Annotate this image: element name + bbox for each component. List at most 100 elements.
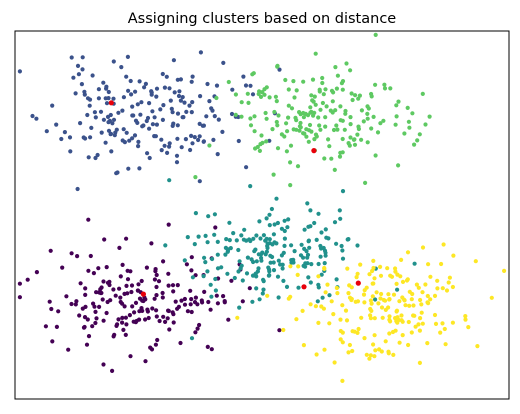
scatter-point-cluster-3 — [54, 324, 60, 329]
scatter-point-cluster-1 — [141, 123, 146, 128]
scatter-point-cluster-3 — [107, 282, 112, 288]
scatter-point-cluster-4 — [280, 266, 285, 271]
scatter-point-cluster-3 — [123, 315, 128, 320]
scatter-point-cluster-1 — [230, 87, 235, 92]
scatter-point-cluster-1 — [207, 99, 212, 104]
scatter-point-cluster-2 — [339, 81, 344, 86]
scatter-point-cluster-1 — [137, 79, 142, 84]
scatter-point-cluster-5 — [451, 253, 456, 258]
scatter-point-cluster-5 — [438, 330, 443, 335]
scatter-point-cluster-3 — [189, 297, 194, 302]
scatter-point-cluster-4 — [318, 254, 323, 259]
scatter-point-cluster-4 — [219, 265, 224, 270]
scatter-point-cluster-5 — [265, 293, 270, 298]
scatter-point-cluster-3 — [117, 286, 122, 291]
scatter-point-cluster-3 — [123, 332, 128, 337]
scatter-point-cluster-3 — [221, 294, 226, 299]
scatter-point-cluster-1 — [162, 143, 167, 148]
scatter-point-cluster-3 — [84, 342, 90, 347]
scatter-point-cluster-3 — [170, 283, 176, 288]
scatter-point-cluster-4 — [299, 242, 304, 247]
scatter-point-cluster-5 — [346, 350, 351, 355]
scatter-point-cluster-5 — [385, 266, 390, 271]
scatter-point-cluster-1 — [50, 103, 55, 108]
scatter-point-cluster-5 — [322, 266, 327, 271]
scatter-point-cluster-2 — [252, 114, 257, 119]
scatter-point-cluster-4 — [259, 258, 264, 263]
scatter-point-cluster-5 — [383, 339, 388, 344]
scatter-point-cluster-1 — [229, 111, 235, 117]
scatter-point-cluster-2 — [316, 115, 321, 120]
scatter-point-cluster-2 — [330, 99, 335, 104]
scatter-point-cluster-4 — [340, 256, 346, 261]
scatter-point-cluster-4 — [319, 272, 324, 277]
scatter-point-cluster-2 — [393, 122, 398, 127]
scatter-point-cluster-5 — [397, 340, 402, 345]
scatter-point-cluster-2 — [291, 79, 296, 84]
scatter-point-cluster-4 — [326, 236, 331, 241]
scatter-point-cluster-4 — [322, 261, 327, 266]
scatter-point-cluster-3 — [17, 281, 22, 286]
scatter-point-cluster-5 — [372, 276, 377, 281]
scatter-point-cluster-5 — [378, 296, 383, 301]
scatter-point-cluster-2 — [301, 115, 306, 120]
scatter-point-cluster-3 — [115, 322, 120, 327]
scatter-point-cluster-4 — [238, 266, 243, 271]
scatter-point-cluster-1 — [154, 94, 159, 99]
scatter-point-cluster-3 — [82, 324, 87, 330]
scatter-point-cluster-4 — [334, 277, 339, 282]
scatter-point-cluster-2 — [352, 142, 358, 147]
scatter-point-cluster-4 — [215, 266, 221, 271]
scatter-point-cluster-2 — [375, 130, 381, 135]
scatter-point-cluster-5 — [397, 299, 402, 304]
scatter-point-cluster-4 — [196, 234, 201, 239]
scatter-point-cluster-3 — [154, 272, 159, 278]
scatter-point-cluster-1 — [87, 103, 92, 108]
scatter-point-cluster-5 — [322, 347, 327, 352]
scatter-point-cluster-2 — [373, 82, 378, 87]
scatter-point-cluster-3 — [83, 304, 88, 309]
scatter-point-cluster-5 — [409, 297, 414, 302]
scatter-point-cluster-3 — [127, 313, 132, 318]
scatter-point-cluster-5 — [440, 286, 445, 291]
scatter-point-cluster-1 — [184, 109, 189, 114]
scatter-point-cluster-5 — [364, 352, 369, 357]
points-layer — [17, 32, 507, 383]
scatter-point-cluster-5 — [383, 298, 388, 303]
scatter-point-cluster-2 — [324, 104, 329, 109]
scatter-point-cluster-5 — [332, 360, 337, 365]
scatter-point-cluster-1 — [80, 67, 85, 72]
scatter-point-cluster-4 — [302, 246, 307, 251]
scatter-point-cluster-4 — [274, 196, 279, 201]
scatter-point-cluster-2 — [369, 126, 374, 131]
scatter-point-cluster-5 — [439, 261, 444, 267]
scatter-point-cluster-2 — [270, 127, 275, 132]
scatter-point-cluster-2 — [322, 156, 327, 161]
scatter-point-cluster-2 — [338, 150, 343, 155]
scatter-point-cluster-1 — [161, 103, 166, 108]
scatter-point-cluster-1 — [188, 147, 193, 153]
scatter-point-cluster-1 — [88, 135, 93, 140]
scatter-point-cluster-4 — [316, 285, 321, 290]
scatter-point-cluster-2 — [337, 154, 343, 159]
scatter-point-cluster-1 — [243, 83, 249, 88]
scatter-point-cluster-2 — [308, 105, 313, 110]
scatter-point-cluster-1 — [165, 150, 170, 155]
scatter-point-cluster-4 — [252, 249, 257, 254]
scatter-point-cluster-2 — [309, 109, 314, 114]
scatter-point-cluster-3 — [143, 359, 148, 364]
scatter-point-cluster-2 — [394, 103, 399, 108]
scatter-point-cluster-2 — [410, 111, 415, 116]
scatter-point-cluster-5 — [406, 319, 411, 325]
scatter-point-cluster-5 — [441, 242, 446, 247]
scatter-point-cluster-2 — [298, 125, 303, 130]
scatter-point-cluster-3 — [92, 304, 97, 309]
scatter-point-cluster-1 — [182, 100, 187, 105]
scatter-point-cluster-5 — [390, 329, 396, 335]
scatter-point-cluster-5 — [426, 262, 431, 267]
scatter-point-cluster-2 — [257, 89, 262, 94]
scatter-point-cluster-3 — [136, 282, 141, 287]
scatter-point-cluster-5 — [372, 316, 377, 321]
scatter-point-cluster-3 — [154, 308, 159, 313]
scatter-point-cluster-2 — [286, 87, 291, 92]
